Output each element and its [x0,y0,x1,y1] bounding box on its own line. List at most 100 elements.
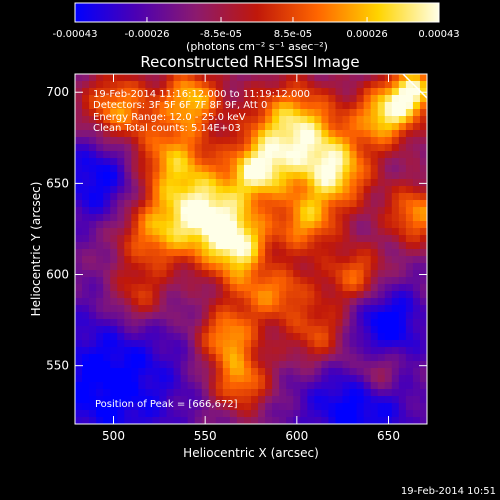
heatmap-cell [398,347,407,355]
heatmap-cell [201,354,210,362]
colorbar [74,2,440,23]
heatmap-cell [215,186,224,194]
heatmap-cell [377,263,386,271]
heatmap-cell [349,396,358,404]
heatmap-cell [398,95,407,103]
heatmap-cell [265,235,273,243]
heatmap-cell [321,221,330,229]
heatmap-cell [314,340,322,348]
heatmap-cell [229,256,238,264]
heatmap-cell [194,242,203,250]
heatmap-cell [377,123,386,131]
heatmap-cell [145,382,154,390]
heatmap-cell [180,88,189,96]
heatmap-cell [110,368,118,376]
heatmap-cell [349,88,358,96]
heatmap-cell [145,172,154,180]
heatmap-cell [300,361,308,369]
heatmap-cell [370,144,379,152]
heatmap-cell [208,74,217,82]
heatmap-cell [412,137,421,145]
heatmap-cell [384,389,393,397]
heatmap-cell [391,165,400,173]
heatmap-cell [194,200,203,208]
heatmap-cell [265,74,273,82]
heatmap-cell [208,410,217,418]
heatmap-cell [187,74,196,82]
heatmap-cell [124,102,132,110]
heatmap-cell [103,368,111,376]
heatmap-cell [159,333,168,341]
heatmap-cell [335,179,344,187]
heatmap-cell [229,291,238,299]
heatmap-cell [251,74,259,82]
heatmap-cell [82,221,90,229]
heatmap-cell [405,354,414,362]
heatmap-cell [377,186,386,194]
heatmap-cell [117,95,125,103]
heatmap-cell [194,284,203,292]
heatmap-cell [180,410,189,418]
heatmap-cell [96,137,104,145]
heatmap-cell [103,158,111,166]
heatmap-cell [222,305,231,313]
heatmap-cell [124,123,132,131]
heatmap-cell [124,354,132,362]
heatmap-cell [412,81,421,89]
heatmap-cell [145,326,154,334]
heatmap-cell [243,179,252,187]
heatmap-cell [187,207,196,215]
heatmap-cell [328,417,337,424]
heatmap-cell [96,179,104,187]
heatmap-cell [138,410,146,418]
heatmap-cell [321,88,330,96]
heatmap-cell [279,396,287,404]
heatmap-cell [145,95,154,103]
heatmap-cell [117,165,125,173]
heatmap-cell [131,207,139,215]
heatmap-cell [356,361,365,369]
heatmap-cell [138,235,146,243]
heatmap-cell [335,326,344,334]
heatmap-cell [208,326,217,334]
heatmap-cell [258,249,266,257]
heatmap-cell [229,214,238,222]
heatmap-cell [166,116,175,124]
heatmap-cell [187,270,196,278]
heatmap-cell [272,361,280,369]
heatmap-cell [251,95,259,103]
heatmap-cell [300,368,308,376]
heatmap-cell [293,249,301,257]
heatmap-cell [356,109,365,117]
heatmap-cell [342,207,351,215]
heatmap-cell [180,165,189,173]
heatmap-cell [293,375,301,383]
heatmap-cell [222,319,231,327]
heatmap-cell [279,256,287,264]
heatmap-cell [166,123,175,131]
heatmap-cell [349,305,358,313]
heatmap-cell [117,417,125,424]
heatmap-cell [222,88,231,96]
heatmap-cell [243,214,252,222]
heatmap-cell [159,291,168,299]
heatmap-cell [265,347,273,355]
y-tick-label: 550 [46,359,69,373]
heatmap-cell [229,186,238,194]
heatmap-cell [138,172,146,180]
heatmap-cell [180,95,189,103]
heatmap-cell [265,165,273,173]
heatmap-cell [384,172,393,180]
heatmap-cell [356,291,365,299]
heatmap-cell [201,193,210,201]
heatmap-cell [215,137,224,145]
heatmap-cell [110,375,118,383]
heatmap-cell [286,102,294,110]
heatmap-cell [131,137,139,145]
heatmap-cell [75,116,83,124]
heatmap-cell [307,130,315,138]
heatmap-cell [103,396,111,404]
heatmap-cell [293,396,301,404]
heatmap-cell [236,410,245,418]
heatmap-cell [131,298,139,306]
